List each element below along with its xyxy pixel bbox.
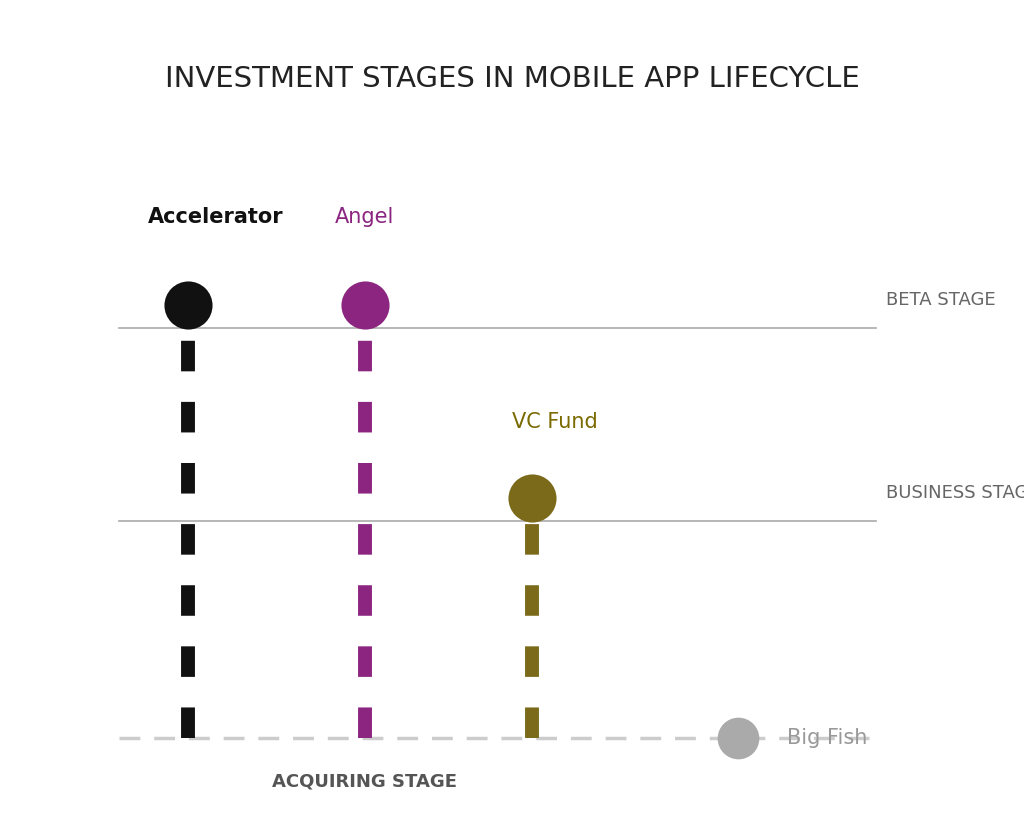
Point [356,298,373,311]
Text: INVESTMENT STAGES IN MOBILE APP LIFECYCLE: INVESTMENT STAGES IN MOBILE APP LIFECYCL… [165,65,859,93]
Text: Angel: Angel [335,207,394,227]
Text: Big Fish: Big Fish [787,728,867,748]
Point [523,492,540,505]
Text: BETA STAGE: BETA STAGE [886,290,995,309]
Text: Accelerator: Accelerator [148,207,284,227]
Text: ACQUIRING STAGE: ACQUIRING STAGE [272,773,457,790]
Text: BUSINESS STAGE: BUSINESS STAGE [886,484,1024,502]
Point [730,731,746,745]
Text: VC Fund: VC Fund [512,413,598,433]
Point [179,298,196,311]
